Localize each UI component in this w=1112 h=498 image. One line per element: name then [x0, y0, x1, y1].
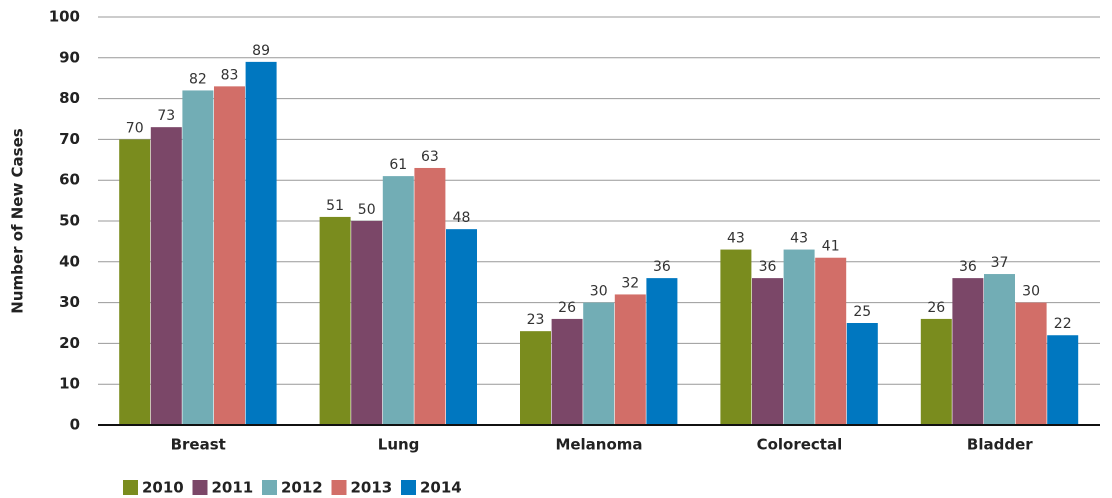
- value-label: 25: [853, 304, 871, 320]
- bar: [446, 229, 477, 425]
- value-label: 26: [927, 300, 945, 316]
- bar: [752, 278, 783, 425]
- value-label: 70: [126, 120, 144, 136]
- value-label: 41: [822, 239, 840, 255]
- bar: [182, 90, 214, 425]
- y-tick-label: 30: [59, 293, 80, 311]
- value-label: 23: [527, 312, 545, 328]
- legend-swatch: [123, 480, 138, 495]
- bar: [783, 249, 815, 425]
- y-axis-title: Number of New Cases: [9, 128, 27, 313]
- value-label: 43: [790, 231, 808, 247]
- legend-label: 2010: [142, 479, 184, 497]
- bar: [382, 176, 414, 425]
- bar: [414, 167, 446, 425]
- bar: [1047, 335, 1079, 425]
- value-label: 43: [727, 231, 745, 247]
- legend-swatch: [262, 480, 277, 495]
- bar: [119, 139, 151, 425]
- x-tick-label: Bladder: [967, 436, 1033, 454]
- value-label: 51: [326, 198, 344, 214]
- y-tick-label: 10: [59, 375, 80, 393]
- value-label: 36: [759, 259, 777, 275]
- legend-swatch: [192, 480, 208, 495]
- bar: [214, 86, 245, 426]
- x-tick-label: Lung: [378, 436, 420, 454]
- value-label: 30: [1022, 284, 1040, 300]
- legend-swatch: [331, 480, 347, 495]
- bar: [1015, 302, 1047, 425]
- bar: [815, 257, 847, 425]
- y-tick-label: 80: [59, 89, 80, 107]
- y-tick-label: 0: [70, 416, 80, 434]
- value-label: 50: [358, 202, 376, 218]
- value-label: 83: [221, 67, 239, 83]
- legend-label: 2012: [281, 479, 323, 497]
- value-label: 32: [621, 275, 639, 291]
- bar: [846, 323, 878, 425]
- y-tick-label: 100: [49, 8, 80, 26]
- bar: [920, 318, 952, 425]
- legend-label: 2011: [212, 479, 254, 497]
- value-label: 89: [252, 43, 270, 59]
- value-label: 73: [157, 108, 175, 124]
- value-label: 48: [453, 210, 471, 226]
- y-tick-label: 90: [59, 48, 80, 66]
- value-label: 82: [189, 71, 207, 87]
- legend-label: 2013: [351, 479, 393, 497]
- bar: [720, 249, 752, 425]
- bar: [551, 318, 583, 425]
- y-tick-label: 50: [59, 212, 80, 230]
- bar: [614, 294, 646, 425]
- x-tick-label: Melanoma: [555, 436, 642, 454]
- bar: [984, 274, 1015, 425]
- bar: [245, 61, 277, 425]
- value-label: 36: [959, 259, 977, 275]
- y-tick-label: 20: [59, 334, 80, 352]
- y-tick-label: 70: [59, 130, 80, 148]
- bar: [150, 127, 182, 425]
- x-tick-label: Breast: [171, 436, 226, 454]
- bar: [952, 278, 984, 425]
- value-label: 63: [421, 149, 439, 165]
- value-label: 61: [389, 157, 407, 173]
- bar: [520, 331, 551, 425]
- bar: [583, 302, 615, 425]
- value-label: 22: [1054, 316, 1072, 332]
- y-tick-label: 60: [59, 171, 80, 189]
- value-label: 36: [653, 259, 671, 275]
- bar: [351, 221, 383, 425]
- bar: [319, 216, 351, 425]
- bar: [646, 278, 678, 425]
- legend-label: 2014: [420, 479, 462, 497]
- x-tick-label: Colorectal: [757, 436, 843, 454]
- value-label: 37: [991, 255, 1009, 271]
- value-label: 30: [590, 284, 608, 300]
- legend-swatch: [401, 480, 416, 495]
- value-label: 26: [558, 300, 576, 316]
- y-tick-label: 40: [59, 252, 80, 270]
